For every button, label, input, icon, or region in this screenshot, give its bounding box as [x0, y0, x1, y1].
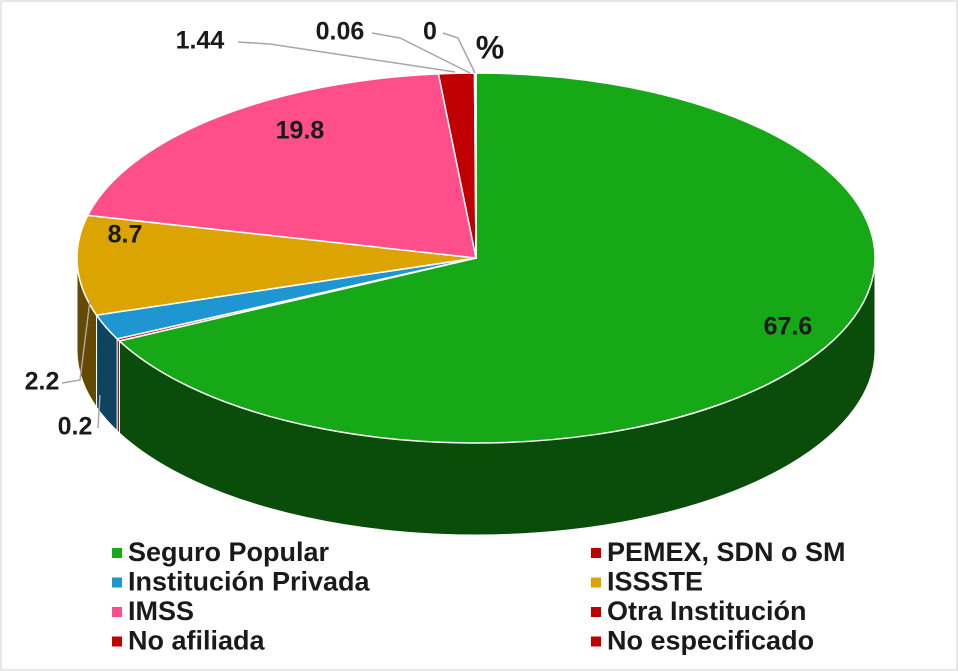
leader-line — [97, 394, 101, 429]
pie-slice — [117, 72, 876, 444]
legend-swatch — [591, 607, 601, 617]
pie-slice — [86, 73, 477, 259]
chart-title: % — [476, 29, 504, 65]
legend-label: Seguro Popular — [128, 537, 330, 567]
legend-label: No afiliada — [128, 626, 266, 656]
legend-swatch — [112, 636, 122, 647]
legend-label: ISSSTE — [607, 567, 703, 597]
legend-swatch — [591, 577, 601, 588]
data-label: 0.2 — [58, 413, 93, 441]
legend-swatch — [591, 548, 601, 558]
legend-swatch — [112, 607, 122, 617]
legend-label: No especificado — [607, 626, 814, 656]
data-label: 1.44 — [176, 27, 225, 55]
leader-line — [237, 41, 456, 73]
data-label: 2.2 — [25, 368, 60, 396]
legend-label: IMSS — [128, 596, 194, 626]
legend-label: Otra Institución — [607, 596, 807, 626]
leader-line — [442, 32, 476, 74]
data-label: 19.8 — [276, 117, 325, 145]
legend-label: PEMEX, SDN o SM — [607, 537, 846, 567]
legend-swatch — [591, 636, 601, 647]
pie-slice — [76, 214, 477, 316]
data-label: 0 — [423, 18, 437, 46]
legend-label: Institución Privada — [128, 567, 371, 597]
legend-swatch — [112, 577, 122, 588]
leader-line — [371, 32, 471, 74]
data-label: 8.7 — [108, 221, 143, 249]
data-label: 0.06 — [316, 18, 365, 46]
leader-line — [61, 299, 91, 384]
data-label: 67.6 — [764, 313, 813, 341]
legend-swatch — [112, 548, 122, 558]
